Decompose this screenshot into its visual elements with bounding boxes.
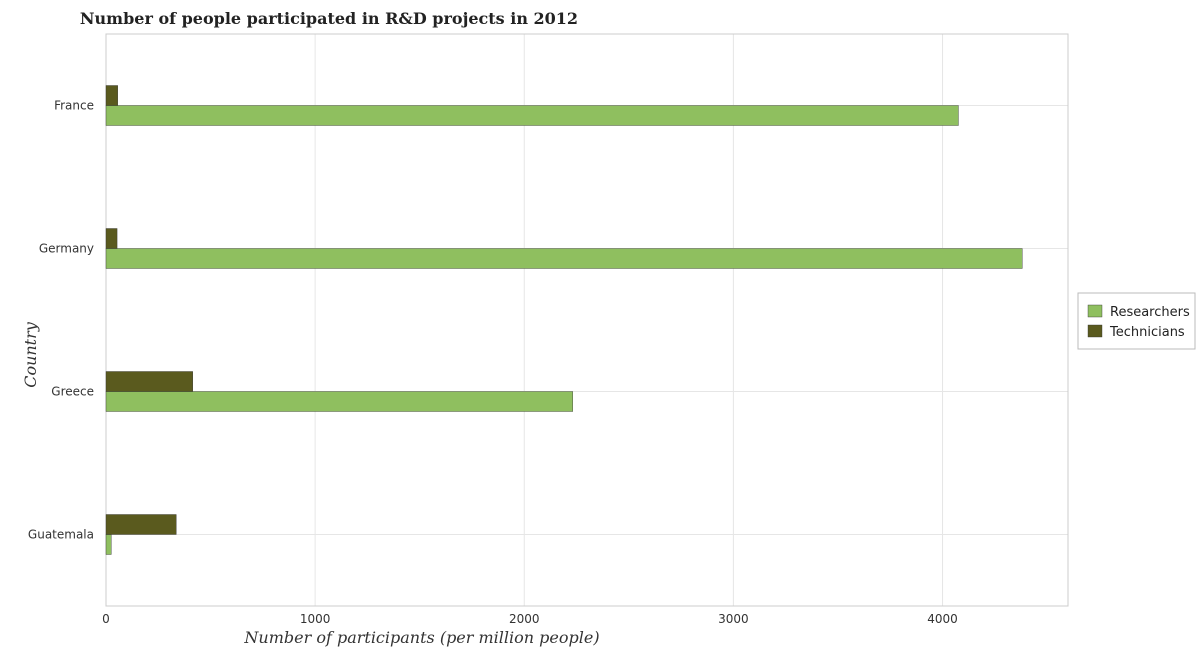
legend-box [1077,292,1196,350]
y-axis-ticks: France Germany Greece Guatemala [28,99,94,542]
x-axis-title: Number of participants (per million peop… [243,628,599,647]
bars [105,85,1023,555]
y-tick-label: Greece [51,385,94,399]
x-tick-label: 0 [102,612,110,626]
x-tick-label: 1000 [300,612,331,626]
y-tick-label: Guatemala [28,528,94,542]
bar-researchers-guatemala [105,534,112,555]
legend-label-technicians: Technicians [1109,325,1185,340]
y-tick-label: France [54,99,94,113]
x-axis-ticks: 0 1000 2000 3000 4000 [102,612,958,626]
bar-technicians-france [105,85,118,106]
chart-title: Number of people participated in R&D pro… [80,9,578,28]
x-tick-label: 2000 [509,612,540,626]
y-axis-title: Country [21,321,40,388]
legend-label-researchers: Researchers [1110,305,1190,320]
legend-swatch-researchers [1087,304,1103,318]
legend-swatch-technicians [1087,324,1103,338]
x-tick-label: 4000 [927,612,958,626]
x-tick-label: 3000 [718,612,749,626]
legend: Researchers Technicians [1077,292,1196,350]
bar-technicians-germany [105,228,118,249]
bar-technicians-guatemala [105,514,177,535]
y-tick-label: Germany [39,242,94,256]
bar-technicians-greece [105,371,193,392]
plot-area [105,33,1069,607]
bar-researchers-greece [105,391,573,412]
bar-researchers-france [105,105,959,126]
bar-researchers-germany [105,248,1023,269]
